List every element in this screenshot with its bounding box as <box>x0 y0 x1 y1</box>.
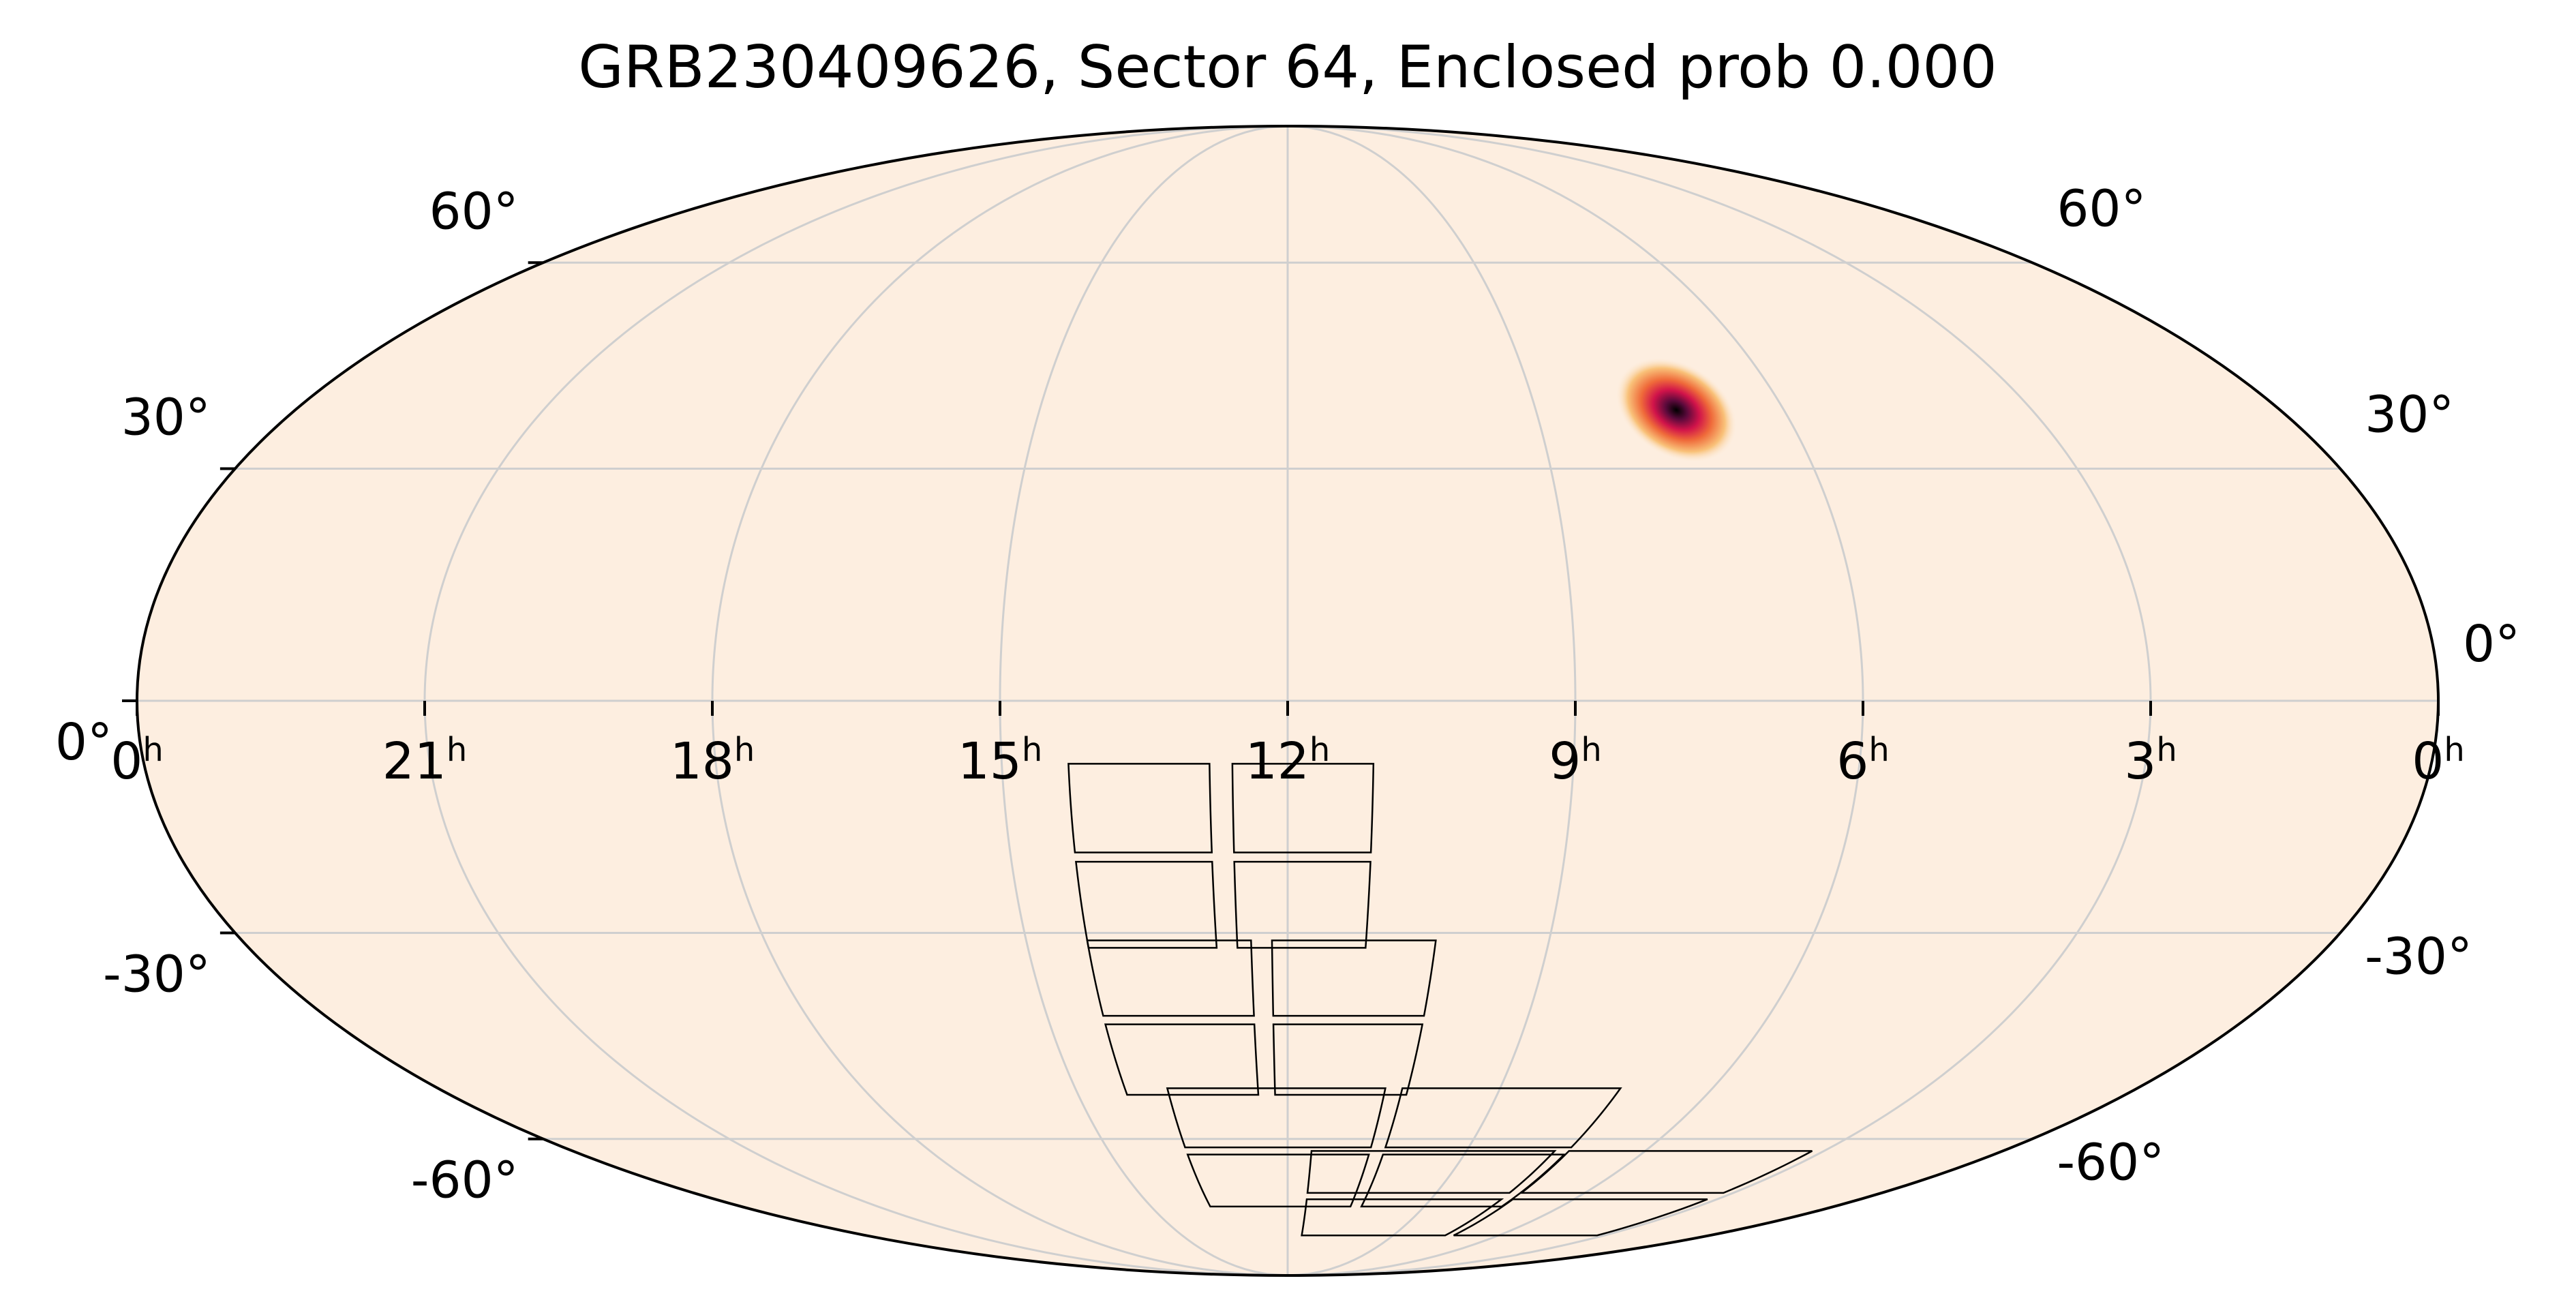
dec-label-left-3: -30° <box>103 946 211 1004</box>
dec-label-right-1: 30° <box>2365 385 2454 444</box>
ra-tick-label-0: 0h <box>110 731 164 791</box>
dec-label-left-4: -60° <box>411 1151 519 1210</box>
axis-labels: 0h 21h 18h 15h 12h 9h 6h 3h 0h 60° 60° 30° 30° 0° 0° -3… <box>55 179 2520 1209</box>
probability-blob <box>1616 357 1738 463</box>
camera-1-ccd-3 <box>1231 763 1375 853</box>
sector-footprint <box>1067 763 1813 1237</box>
camera-3-ccd-3 <box>1384 1087 1622 1149</box>
ra-tick-label-1: 21h <box>382 731 468 791</box>
camera-2-ccd-4 <box>1086 939 1255 1017</box>
dec-label-right-2: 0° <box>2463 615 2520 674</box>
ra-tick-label-6: 6h <box>1836 731 1890 791</box>
dec-label-left-2: 0° <box>55 713 112 772</box>
ra-tick-label-4: 12h <box>1245 731 1331 791</box>
dec-label-left-0: 60° <box>429 182 518 241</box>
camera-3-ccd-4 <box>1166 1087 1387 1149</box>
camera-4-ccd-3 <box>1519 1150 1813 1194</box>
ra-tick-label-5: 9h <box>1549 731 1602 791</box>
dec-label-right-0: 60° <box>2057 179 2146 238</box>
dec-label-right-3: -30° <box>2365 928 2472 986</box>
chart-title: GRB230409626, Sector 64, Enclosed prob 0… <box>578 33 1997 102</box>
ra-tick-label-8: 0h <box>2412 731 2465 791</box>
camera-1-ccd-2 <box>1075 860 1218 949</box>
axis-ticks <box>122 261 2440 1140</box>
dec-label-right-4: -60° <box>2057 1134 2164 1192</box>
camera-1-ccd-1 <box>1233 860 1372 949</box>
dec-label-left-1: 30° <box>121 388 211 447</box>
camera-4-ccd-1 <box>1453 1198 1708 1237</box>
ra-tick-label-2: 18h <box>670 731 755 791</box>
camera-3-ccd-2 <box>1186 1153 1370 1208</box>
camera-1-ccd-4 <box>1067 763 1213 853</box>
camera-2-ccd-2 <box>1104 1023 1260 1096</box>
camera-4-ccd-2 <box>1301 1198 1504 1237</box>
probability-region <box>1616 357 1738 463</box>
camera-4-ccd-4 <box>1306 1150 1557 1194</box>
camera-2-ccd-1 <box>1272 1023 1424 1096</box>
ra-tick-label-7: 3h <box>2124 731 2177 791</box>
camera-2-ccd-3 <box>1271 939 1437 1017</box>
ra-tick-label-3: 15h <box>958 731 1043 791</box>
